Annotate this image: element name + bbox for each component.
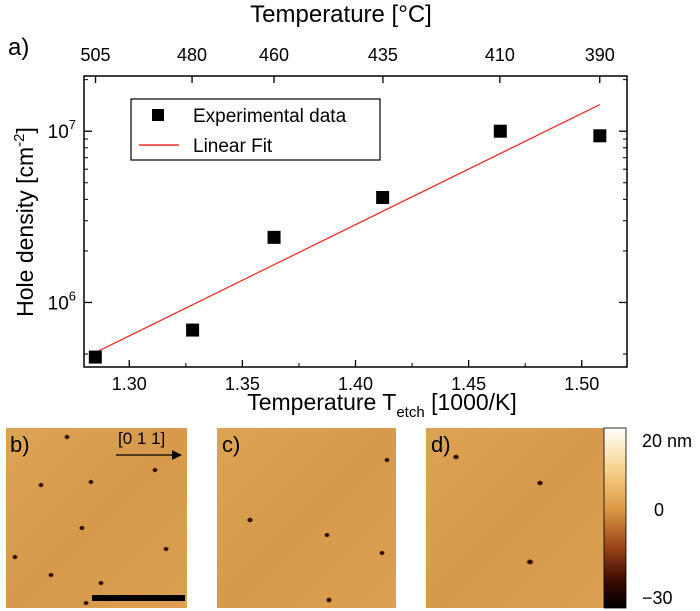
afm-image-d: d) [426,428,604,608]
top-tick-label: 410 [485,45,515,65]
scale-bar [92,595,185,601]
pit [384,457,390,463]
axis-ticks [84,76,627,367]
top-tick-label: 480 [177,45,207,65]
pits-d [452,454,544,565]
pit [246,517,254,523]
pit [152,467,158,473]
x-axis-label: Temperature Tetch [1000/K] [247,389,517,421]
pit [79,525,85,531]
pits-b [12,434,169,606]
y-axis-label: Hole density [cm-2] [11,127,38,317]
colorbar: 20 nm 0 −30 [603,427,692,609]
data-point [88,350,102,364]
legend-label-fit: Linear Fit [193,136,273,157]
linear-fit-line [95,104,601,354]
top-tick-label: 390 [585,45,615,65]
top-tick-label: 435 [368,45,398,65]
panel-label-a: a) [8,34,29,61]
pit [452,454,460,460]
x-tick-labels: 1.30 1.35 1.40 1.45 1.50 [112,374,600,394]
colorbar-min-label: −30 [642,588,673,608]
afm-surface-d [426,428,604,608]
panel-label-d: d) [431,432,451,457]
orientation-label: [0 1 1] [118,429,165,448]
pit [325,597,333,603]
legend-marker-experimental [152,109,164,121]
afm-image-b: b) [0 1 1] [6,428,187,608]
y-tick-label: 107 [48,117,76,143]
colorbar-gradient [603,427,627,609]
pit [98,580,104,586]
pit [379,550,385,556]
panel-label-c: c) [222,432,240,457]
data-point [186,323,200,337]
pit [64,434,70,440]
afm-surface-c [217,428,396,608]
colorbar-max-label: 20 nm [642,431,692,451]
pit [163,546,169,552]
colorbar-mid-label: 0 [654,500,664,520]
data-point [267,230,281,244]
pit [88,479,94,485]
data-points-layer [88,124,607,364]
x-tick-label: 1.30 [112,374,147,394]
afm-image-c: c) [217,428,396,608]
y-tick-label: 106 [48,288,76,314]
chart-panel-a: a) Temperature [°C] 1.30 1.35 1.40 1.45 1.50… [8,1,628,421]
pit [48,572,54,578]
y-tick-labels: 106 107 [48,117,76,314]
top-tick-label: 505 [81,45,111,65]
top-axis-title: Temperature [°C] [250,1,432,28]
x-tick-label: 1.35 [225,374,260,394]
x-tick-label: 1.45 [451,374,486,394]
data-point [593,129,607,143]
x-tick-label: 1.50 [564,374,599,394]
pit [324,532,330,538]
panel-label-b: b) [10,432,30,457]
pit [12,554,18,560]
pit [83,600,89,606]
pit [526,559,534,565]
orientation-arrow-head [172,450,182,460]
pit [536,480,544,486]
pits-c [246,457,390,603]
data-point [493,124,507,138]
top-tick-labels: 505 480 460 435 410 390 [81,45,615,65]
legend-box [130,98,381,161]
top-tick-label: 460 [259,45,289,65]
legend-label-experimental: Experimental data [193,106,347,127]
x-tick-label: 1.40 [338,374,373,394]
afm-surface-b [6,428,187,608]
linear-fit-layer [95,104,601,354]
pit [38,482,44,488]
legend: Experimental data Linear Fit [130,98,381,161]
data-point [376,191,390,205]
